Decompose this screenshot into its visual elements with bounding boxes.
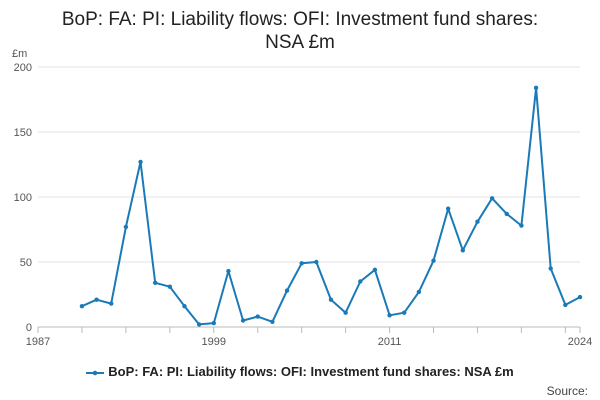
data-point bbox=[182, 304, 187, 309]
data-point bbox=[563, 302, 568, 308]
legend-label: BoP: FA: PI: Liability flows: OFI: Inves… bbox=[108, 364, 514, 379]
data-point bbox=[343, 310, 348, 315]
y-axis-unit-label: £m bbox=[12, 48, 27, 60]
data-point bbox=[94, 297, 99, 302]
data-point bbox=[138, 159, 143, 165]
data-point bbox=[372, 267, 378, 272]
y-tick-label: 150 bbox=[14, 127, 32, 139]
y-axis-ticks: 0 50 100 150 200 bbox=[14, 62, 32, 334]
data-point bbox=[314, 259, 319, 265]
data-point bbox=[167, 284, 173, 289]
data-point bbox=[445, 206, 451, 211]
data-point bbox=[328, 297, 334, 302]
data-point bbox=[270, 319, 275, 324]
legend-line-marker-icon bbox=[86, 370, 105, 375]
x-axis: 1987 1999 2011 2024 bbox=[26, 326, 592, 348]
y-tick-label: 0 bbox=[26, 322, 32, 334]
y-tick-label: 100 bbox=[14, 192, 32, 204]
source-label: Source: bbox=[546, 384, 588, 398]
data-point bbox=[475, 219, 480, 224]
data-point bbox=[416, 289, 422, 295]
chart-title-line-1: BoP: FA: PI: Liability flows: OFI: Inves… bbox=[61, 9, 539, 30]
x-tick-label: 2024 bbox=[568, 336, 592, 348]
series-group bbox=[79, 85, 583, 327]
data-point bbox=[79, 304, 85, 309]
data-point bbox=[299, 261, 304, 266]
chart-title-line-2: NSA £m bbox=[265, 32, 335, 53]
data-point bbox=[519, 223, 524, 228]
gridlines bbox=[38, 66, 580, 263]
data-point bbox=[533, 85, 539, 91]
data-point bbox=[504, 211, 509, 217]
chart-title: BoP: FA: PI: Liability flows: OFI: Inves… bbox=[0, 8, 600, 54]
x-tick-label: 2011 bbox=[378, 336, 402, 348]
data-point bbox=[240, 318, 246, 323]
data-point bbox=[152, 280, 158, 285]
data-point bbox=[489, 196, 495, 201]
data-point bbox=[226, 268, 231, 274]
data-point bbox=[431, 258, 436, 263]
data-point bbox=[460, 248, 466, 253]
x-tick-label: 1987 bbox=[26, 336, 50, 348]
x-tick-label: 1999 bbox=[202, 336, 226, 348]
data-point bbox=[548, 266, 553, 271]
data-point bbox=[402, 310, 407, 315]
data-point bbox=[255, 314, 260, 319]
data-point bbox=[358, 279, 363, 284]
data-point bbox=[211, 320, 216, 326]
series-line bbox=[81, 86, 581, 326]
data-point bbox=[577, 294, 583, 300]
y-tick-label: 50 bbox=[20, 257, 32, 269]
y-tick-label: 200 bbox=[14, 62, 32, 74]
legend: BoP: FA: PI: Liability flows: OFI: Inves… bbox=[0, 364, 600, 379]
data-point bbox=[196, 322, 202, 327]
data-point bbox=[123, 224, 129, 230]
data-point bbox=[387, 313, 392, 318]
data-point bbox=[284, 288, 290, 293]
data-point bbox=[109, 301, 114, 306]
